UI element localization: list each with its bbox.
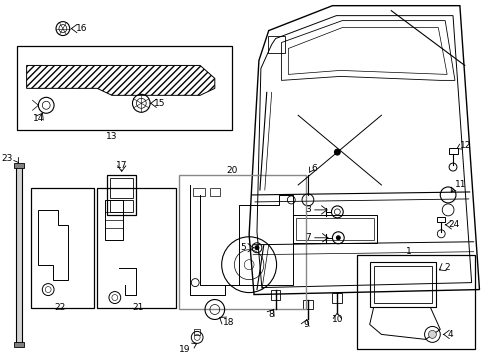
- Text: 23: 23: [1, 154, 13, 163]
- Bar: [436, 217, 444, 222]
- Bar: [105, 200, 122, 240]
- Text: 15: 15: [154, 99, 165, 108]
- Text: 2: 2: [443, 263, 449, 272]
- Text: 11: 11: [454, 180, 466, 189]
- Text: 16: 16: [76, 24, 87, 33]
- Bar: [270, 289, 280, 300]
- Bar: [267, 36, 285, 54]
- Text: 10: 10: [331, 315, 343, 324]
- Text: 24: 24: [447, 220, 458, 229]
- Bar: [332, 293, 342, 302]
- Text: 12: 12: [459, 141, 470, 150]
- Bar: [369, 262, 435, 306]
- Text: 18: 18: [222, 318, 234, 327]
- Bar: [16, 165, 21, 345]
- Text: 19: 19: [179, 345, 190, 354]
- Bar: [448, 148, 457, 154]
- Bar: [110, 200, 133, 212]
- Bar: [303, 300, 312, 310]
- Text: 17: 17: [116, 161, 127, 170]
- Bar: [14, 163, 23, 168]
- Bar: [293, 215, 376, 243]
- Text: 20: 20: [226, 166, 238, 175]
- Bar: [296, 218, 373, 240]
- Bar: [17, 45, 232, 130]
- Bar: [14, 342, 23, 347]
- Bar: [110, 178, 133, 198]
- Bar: [107, 175, 136, 215]
- Text: 6: 6: [310, 163, 316, 172]
- Circle shape: [336, 236, 340, 240]
- Text: 8: 8: [268, 310, 274, 319]
- Text: 1: 1: [405, 247, 411, 256]
- Polygon shape: [26, 66, 214, 95]
- Text: 22: 22: [54, 303, 65, 312]
- Circle shape: [427, 330, 435, 338]
- Bar: [209, 188, 219, 196]
- Bar: [193, 188, 204, 196]
- Circle shape: [254, 246, 259, 250]
- Circle shape: [334, 149, 340, 155]
- Text: 14: 14: [33, 114, 44, 123]
- Bar: [373, 266, 431, 302]
- Text: 13: 13: [106, 132, 118, 141]
- Text: 3: 3: [305, 206, 310, 215]
- Text: 7: 7: [305, 233, 310, 242]
- Bar: [97, 188, 175, 307]
- Text: 21: 21: [132, 303, 144, 312]
- Bar: [178, 175, 305, 310]
- Text: 9: 9: [303, 320, 308, 329]
- Text: 5: 5: [240, 243, 245, 252]
- Bar: [356, 255, 474, 349]
- Text: 4: 4: [446, 330, 452, 339]
- Bar: [194, 329, 200, 336]
- Bar: [30, 188, 94, 307]
